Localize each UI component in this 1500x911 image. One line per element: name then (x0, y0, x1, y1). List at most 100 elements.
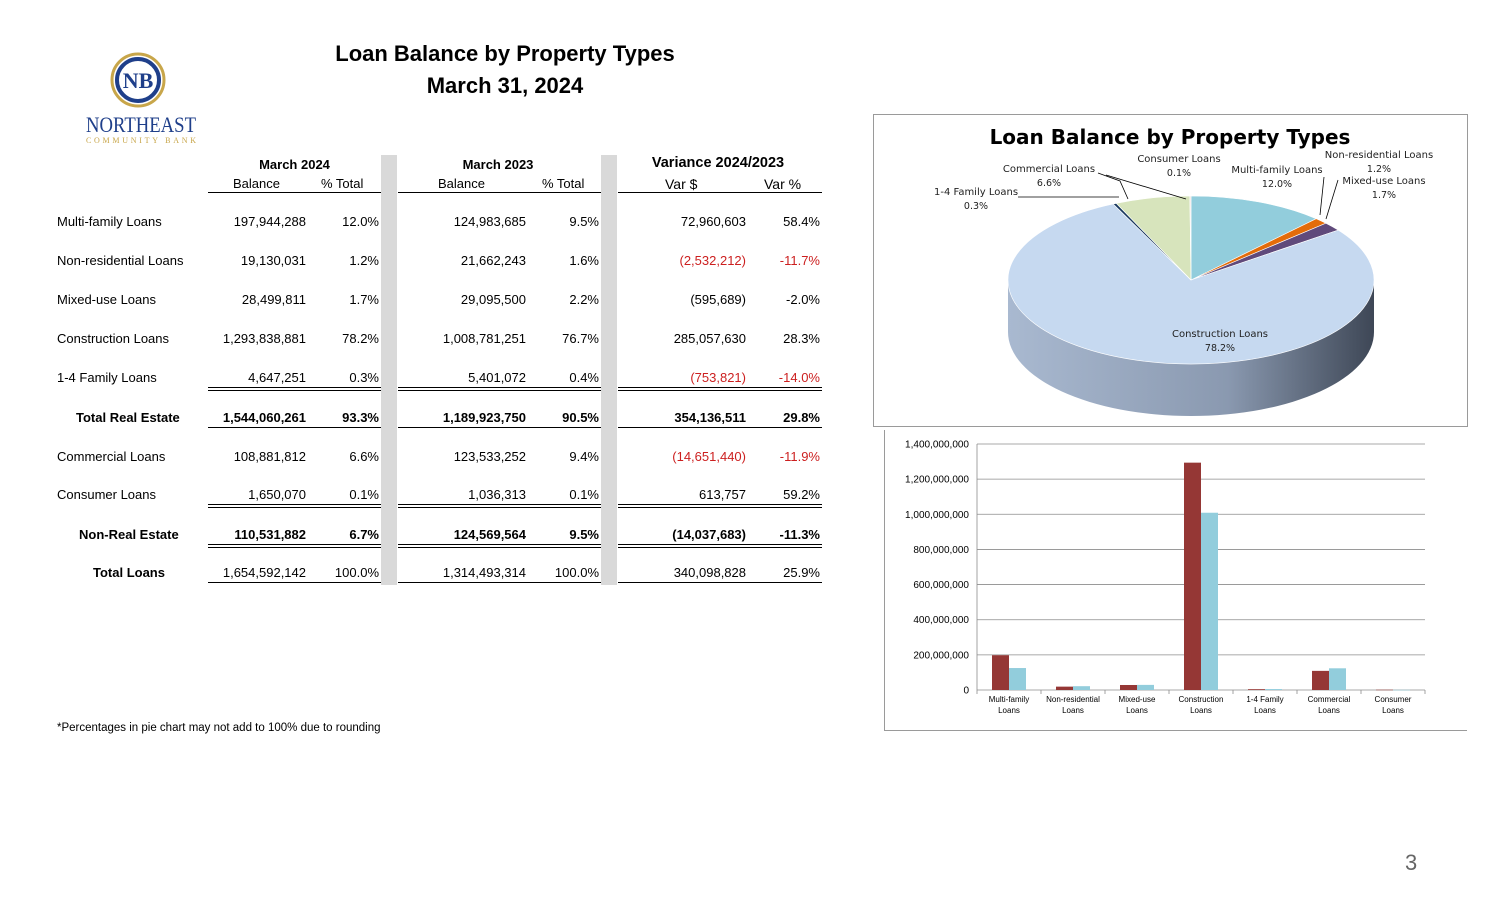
row-label: Construction Loans (57, 331, 170, 346)
divider-line (398, 427, 601, 428)
table-cell-vd: 340,098,828 (673, 565, 746, 580)
table-cell-b23: 21,662,243 (460, 253, 526, 268)
divider-line (208, 390, 381, 391)
brand-name-main: NORTHEAST (86, 112, 196, 137)
pie-slice-construction-loans (1007, 203, 1375, 365)
row-label: Consumer Loans (57, 487, 156, 502)
bar-2023 (1201, 512, 1218, 690)
brand-name-sub: COMMUNITY BANK (86, 136, 196, 145)
loan-balance-table: March 2024 March 2023 Variance 2024/2023… (48, 150, 838, 595)
bar-2023 (1393, 689, 1410, 691)
pie-label: Mixed-use Loans (1342, 176, 1425, 187)
footnote: *Percentages in pie chart may not add to… (57, 722, 381, 734)
pie-chart-panel: Loan Balance by Property Types Multi-fami… (873, 114, 1468, 427)
table-cell-p23: 90.5% (562, 410, 599, 425)
pie-label: Multi-family Loans (1231, 165, 1322, 176)
table-cell-vd: (14,037,683) (672, 527, 746, 542)
table-cell-p24: 12.0% (342, 214, 379, 229)
svg-text:NB: NB (123, 68, 154, 93)
table-cell-b23: 1,189,923,750 (442, 410, 526, 425)
subheader-balance-2024: Balance (233, 176, 280, 191)
pie-leader-line (1105, 174, 1187, 200)
bar-2024 (1376, 689, 1393, 691)
divider-line (618, 544, 822, 545)
bar-2023 (1073, 686, 1090, 690)
table-cell-p24: 78.2% (342, 331, 379, 346)
subheader-var-amount: Var $ (665, 176, 698, 192)
table-cell-vp: 59.2% (783, 487, 820, 502)
pie-value-label: 6.6% (1037, 178, 1061, 189)
page-number: 3 (1405, 850, 1418, 875)
x-tick-label: Loans (1062, 706, 1084, 715)
divider-line (208, 507, 381, 508)
x-tick-label: Mixed-use (1119, 695, 1156, 704)
pie-label: Non-residential Loans (1325, 150, 1433, 161)
table-cell-b24: 19,130,031 (240, 253, 306, 268)
table-cell-b23: 123,533,252 (453, 449, 526, 464)
bank-logo: NB NORTHEAST COMMUNITY BANK (84, 50, 204, 150)
row-label: Total Real Estate (76, 410, 180, 425)
subheader-total-2023: % Total (542, 176, 585, 191)
x-tick-label: Loans (1190, 706, 1212, 715)
table-cell-vp: 28.3% (783, 331, 820, 346)
bar-chart: 0 200,000,000 400,000,000 600,000,000 800,00… (905, 440, 1426, 715)
y-tick-label: 600,000,000 (913, 580, 969, 591)
table-cell-p24: 93.3% (342, 410, 379, 425)
divider-line (618, 427, 822, 428)
table-cell-vd: (2,532,212) (679, 253, 747, 268)
row-label: Mixed-use Loans (57, 292, 156, 307)
table-cell-b23: 1,008,781,251 (442, 331, 526, 346)
x-tick-label: Loans (1254, 706, 1276, 715)
bar-2024 (1248, 689, 1265, 690)
table-cell-p23: 9.5% (569, 527, 599, 542)
table-cell-p24: 1.7% (349, 292, 379, 307)
table-cell-p24: 6.7% (349, 527, 379, 542)
y-tick-label: 0 (963, 686, 969, 697)
table-cell-b24: 108,881,812 (233, 449, 306, 464)
row-label: Non-residential Loans (57, 253, 184, 268)
pie-leader-line (1325, 179, 1339, 220)
pie-side (1008, 280, 1374, 416)
table-cell-p23: 2.2% (569, 292, 599, 307)
table-cell-b23: 124,983,685 (453, 214, 526, 229)
x-tick-label: Non-residential (1046, 695, 1100, 704)
header-march-2024: March 2024 (259, 157, 330, 172)
bar-2024 (1120, 684, 1137, 690)
x-tick-label: Loans (998, 706, 1020, 715)
pie-label: 1-4 Family Loans (934, 187, 1018, 198)
pie-label: Consumer Loans (1137, 154, 1220, 165)
table-cell-p23: 0.4% (569, 370, 599, 385)
bar-2024 (992, 655, 1009, 690)
table-cell-p24: 1.2% (349, 253, 379, 268)
subheader-balance-2023: Balance (438, 176, 485, 191)
table-cell-b24: 1,650,070 (248, 487, 306, 502)
row-label: Multi-family Loans (57, 214, 162, 229)
header-march-2023: March 2023 (462, 157, 534, 172)
pie-label: Construction Loans (1172, 329, 1268, 340)
pie-value-label: 0.1% (1167, 168, 1191, 179)
row-label: Commercial Loans (57, 449, 166, 464)
divider-line (618, 192, 822, 193)
table-cell-vp: -11.7% (779, 253, 820, 268)
table-cell-vd: 613,757 (699, 487, 746, 502)
divider-line (398, 507, 601, 508)
divider-line (618, 390, 822, 391)
divider-line (398, 544, 601, 545)
pie-value-label: 78.2% (1205, 343, 1235, 354)
row-label: Total Loans (93, 565, 165, 580)
divider-line (208, 427, 381, 428)
x-tick-label: Construction (1179, 695, 1224, 704)
divider-line (398, 582, 601, 583)
divider-line (208, 547, 381, 548)
divider-line (618, 582, 822, 583)
divider-line (398, 387, 601, 388)
table-cell-b24: 1,654,592,142 (222, 565, 306, 580)
divider-line (208, 582, 381, 583)
table-cell-b24: 110,531,882 (234, 527, 306, 542)
table-cell-p23: 1.6% (569, 253, 599, 268)
x-tick-label: Consumer (1375, 695, 1412, 704)
divider-line (618, 547, 822, 548)
pie-title: Loan Balance by Property Types (990, 125, 1351, 149)
bar-chart-panel: 0 200,000,000 400,000,000 600,000,000 800,00… (884, 430, 1467, 731)
bar-2024 (1184, 462, 1201, 690)
